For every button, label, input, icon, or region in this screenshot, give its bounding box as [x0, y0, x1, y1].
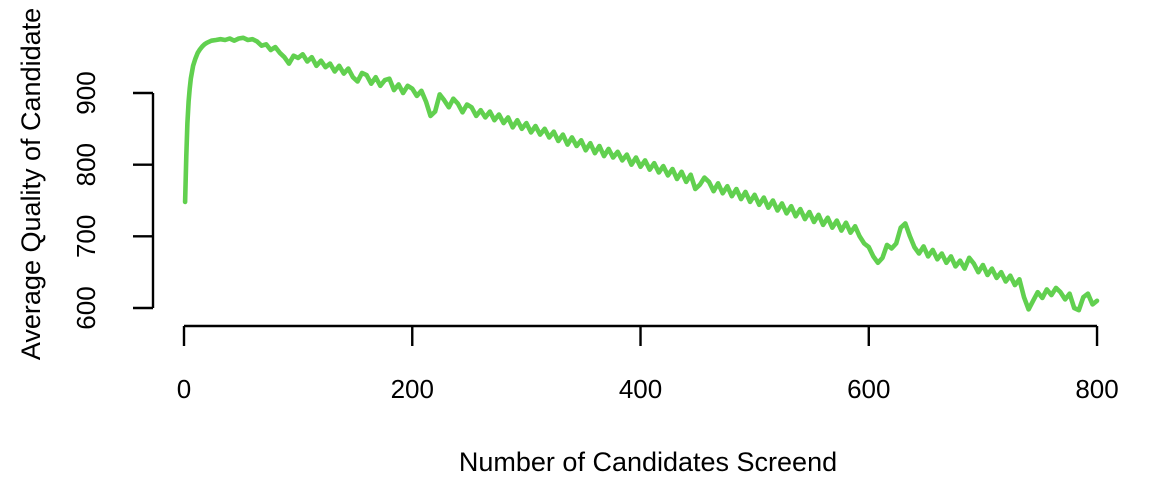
x-axis: 0 200 400 600 800	[177, 324, 1119, 404]
x-tick-label: 400	[619, 374, 662, 404]
x-tick-label: 800	[1075, 374, 1118, 404]
y-axis: 600 700 800 900	[71, 71, 155, 330]
x-axis-title: Number of Candidates Screend	[459, 447, 837, 477]
y-axis-title: Average Quality of Candidate	[16, 8, 46, 360]
y-tick-label: 900	[71, 71, 101, 114]
x-tick-label: 0	[177, 374, 191, 404]
x-tick-label: 200	[391, 374, 434, 404]
y-tick-label: 700	[71, 215, 101, 258]
data-series-line	[182, 35, 1100, 313]
y-tick-label: 800	[71, 143, 101, 186]
x-tick-label: 600	[847, 374, 890, 404]
y-tick-label: 600	[71, 286, 101, 329]
